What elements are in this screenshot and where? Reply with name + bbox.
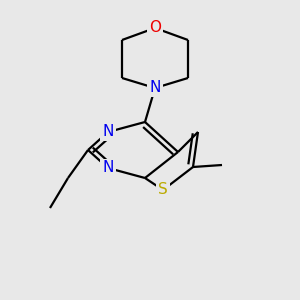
Text: N: N bbox=[149, 80, 161, 95]
Text: O: O bbox=[149, 20, 161, 35]
Text: N: N bbox=[102, 160, 114, 175]
Text: S: S bbox=[158, 182, 168, 197]
Text: N: N bbox=[102, 124, 114, 140]
